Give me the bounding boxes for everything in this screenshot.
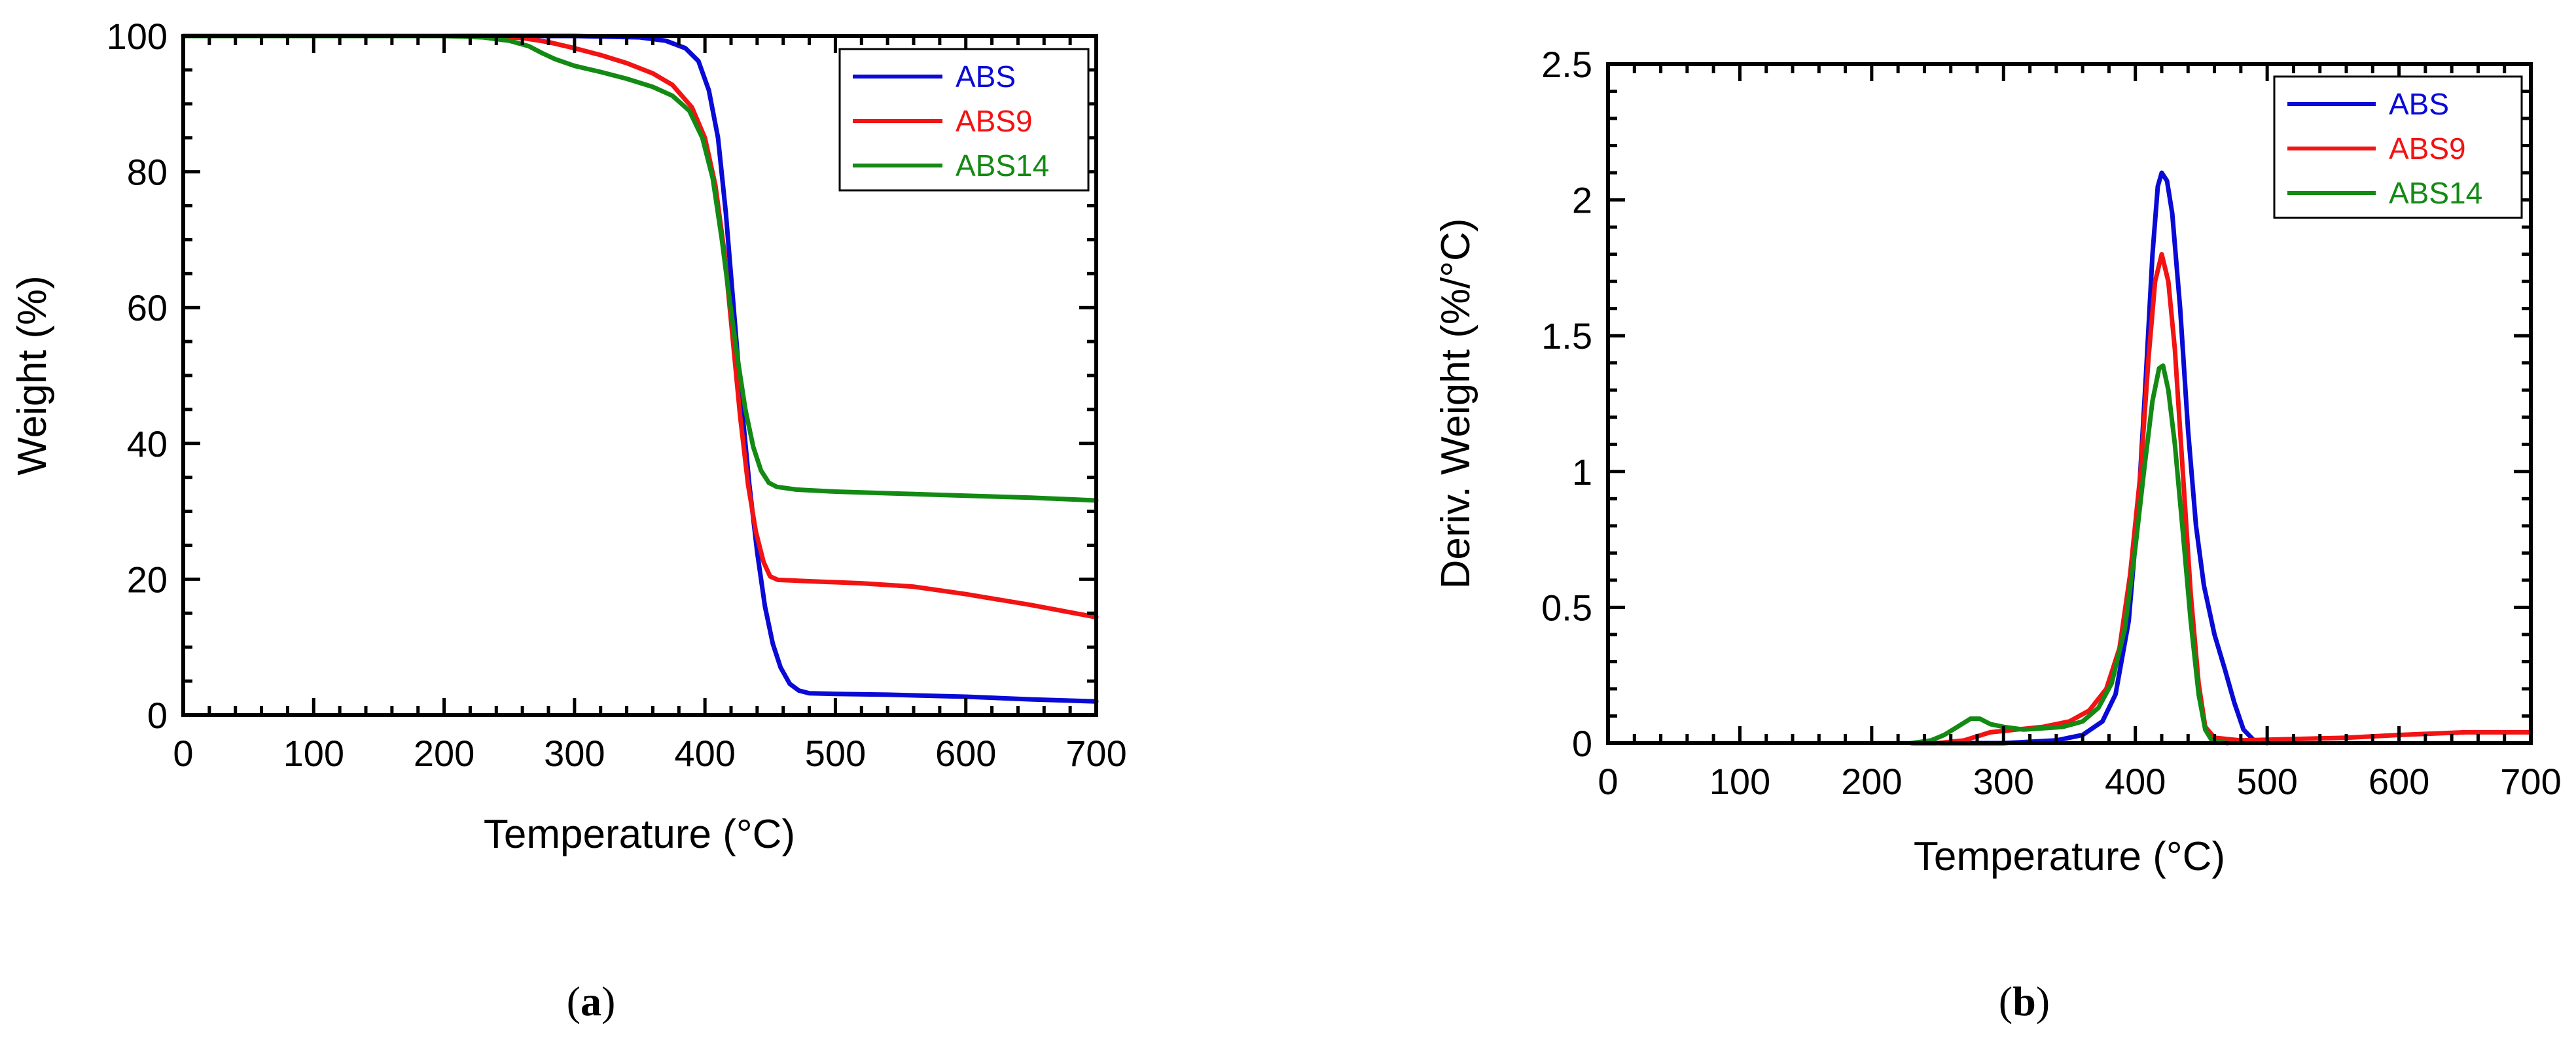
ticks-layer-a: 0 100 200 300 400 500 600 700 0 20 40 60 80 100 <box>107 16 1127 774</box>
series-line-abs9 <box>1935 252 2533 746</box>
x-tick-label: 500 <box>805 733 866 774</box>
x-tick-label: 0 <box>173 733 193 774</box>
legend-label-abs: ABS <box>956 60 1016 94</box>
y-axis-title-a: Weight (%) <box>10 275 55 476</box>
panel-label-b-close: ) <box>2036 978 2050 1024</box>
series-line-abs <box>1908 170 2270 746</box>
y-tick-label: 80 <box>127 152 168 193</box>
x-tick-label: 500 <box>2236 761 2297 802</box>
x-tick-label: 100 <box>283 733 344 774</box>
x-tick-label: 0 <box>1598 761 1618 802</box>
chart-panel-a: 0 100 200 300 400 500 600 700 0 20 40 60 80 100 Tempe… <box>10 16 1127 857</box>
chart-panel-b: 0 100 200 300 400 500 600 700 0 0.5 1 1.5 2 2.5 Tempe… <box>1433 44 2562 879</box>
y-tick-label: 1 <box>1572 451 1592 493</box>
series-line-abs14 <box>181 33 1099 503</box>
y-tick-label: 2 <box>1572 180 1592 221</box>
y-tick-label: 100 <box>107 16 168 57</box>
x-tick-label: 200 <box>1841 761 1902 802</box>
legend-label-abs: ABS <box>2389 87 2449 121</box>
x-tick-label: 300 <box>544 733 605 774</box>
y-tick-label: 0 <box>147 695 168 736</box>
x-tick-label: 200 <box>414 733 474 774</box>
series-layer-b <box>1908 170 2533 746</box>
series-line-abs14 <box>1908 363 2230 746</box>
panel-label-b-letter: b <box>2012 978 2036 1024</box>
y-tick-label: 1.5 <box>1541 315 1592 357</box>
y-tick-label: 0.5 <box>1541 587 1592 628</box>
panel-label-b-open: ( <box>1999 978 2012 1024</box>
x-tick-label: 600 <box>2369 761 2429 802</box>
panel-label-a-close: ) <box>601 978 615 1024</box>
legend-label-abs14: ABS14 <box>956 148 1049 183</box>
legend-label-abs9: ABS9 <box>2389 131 2466 166</box>
y-tick-label: 0 <box>1572 723 1592 764</box>
x-tick-label: 400 <box>2105 761 2166 802</box>
y-tick-label: 40 <box>127 423 168 464</box>
plot-frame-a <box>181 34 1098 717</box>
x-axis-title-a: Temperature (°C) <box>484 812 795 857</box>
legend-b: ABS ABS9 ABS14 <box>2273 75 2523 219</box>
panel-label-a: (a) <box>567 978 616 1024</box>
y-tick-label: 20 <box>127 559 168 600</box>
x-tick-label: 400 <box>674 733 735 774</box>
legend-label-abs9: ABS9 <box>956 104 1033 138</box>
y-axis-title-b: Deriv. Weight (%/°C) <box>1433 218 1478 589</box>
legend-label-abs14: ABS14 <box>2389 176 2482 210</box>
series-layer-a <box>181 33 1099 704</box>
y-tick-label: 60 <box>127 287 168 328</box>
x-tick-label: 700 <box>2500 761 2561 802</box>
x-tick-label: 100 <box>1709 761 1770 802</box>
legend-a: ABS ABS9 ABS14 <box>838 48 1090 192</box>
x-tick-label: 600 <box>935 733 996 774</box>
y-tick-label: 2.5 <box>1541 44 1592 85</box>
panel-label-b: (b) <box>1999 978 2050 1024</box>
panel-label-a-open: ( <box>567 978 581 1024</box>
panel-label-a-letter: a <box>581 978 601 1024</box>
x-tick-label: 300 <box>1973 761 2034 802</box>
x-axis-title-b: Temperature (°C) <box>1914 834 2225 879</box>
plot-frame-b <box>1606 62 2533 745</box>
x-tick-label: 700 <box>1065 733 1126 774</box>
